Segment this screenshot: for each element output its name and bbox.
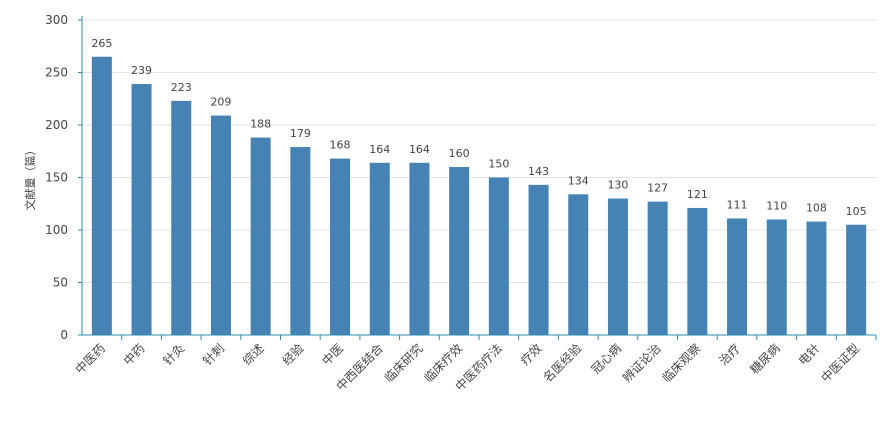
- data-label: 105: [846, 205, 867, 218]
- bar: [687, 207, 708, 335]
- x-tick-label: 综述: [240, 341, 267, 368]
- bar: [330, 158, 351, 335]
- data-labels: 265 239 223 209 188 179 168 164 164 160 150 143 134 1…: [91, 37, 866, 218]
- bar: [210, 115, 231, 335]
- y-tick-label: 300: [45, 13, 68, 27]
- x-tick-label: 中医药: [72, 341, 108, 377]
- x-tick-label: 中医证型: [818, 341, 863, 386]
- bar: [449, 167, 470, 335]
- bar: [409, 162, 430, 335]
- data-label: 239: [131, 64, 152, 77]
- data-label: 164: [409, 143, 430, 156]
- data-label: 121: [687, 188, 708, 201]
- x-tick-label: 治疗: [716, 341, 743, 368]
- bar: [766, 219, 787, 335]
- data-label: 134: [568, 174, 589, 187]
- bar: [846, 224, 867, 335]
- data-label: 223: [171, 81, 192, 94]
- bar: [647, 201, 668, 335]
- data-label: 143: [528, 165, 549, 178]
- x-tick-label: 辨证论治: [620, 341, 664, 385]
- y-axis-ticks: 0 50 100 150 200 250 300: [45, 13, 82, 342]
- data-label: 110: [766, 200, 787, 213]
- data-label: 265: [91, 37, 112, 50]
- x-tick-label: 冠心病: [588, 341, 624, 377]
- bar: [91, 56, 112, 335]
- bar: [528, 184, 549, 335]
- x-tick-label: 针灸: [160, 341, 188, 369]
- data-label: 111: [727, 198, 748, 211]
- data-label: 130: [607, 179, 628, 192]
- x-tick-label: 电针: [795, 341, 823, 369]
- x-tick-label: 糖尿病: [747, 341, 783, 377]
- data-label: 168: [330, 139, 351, 152]
- y-tick-label: 200: [45, 118, 68, 132]
- bars: [91, 56, 867, 335]
- data-label: 179: [290, 127, 311, 140]
- x-tick-label: 中医: [319, 341, 347, 369]
- x-axis-ticks: 中医药 中药 针灸 针刺 综述 经验 中医中西医结合临床研究临床疗效中医药疗法 疗效名医经验冠…: [72, 335, 877, 394]
- data-label: 160: [449, 147, 470, 160]
- bar: [488, 177, 509, 335]
- bar: [250, 137, 271, 335]
- y-tick-label: 0: [60, 328, 68, 342]
- bar: [290, 147, 311, 335]
- y-tick-label: 50: [53, 276, 68, 290]
- x-tick-label: 针刺: [199, 341, 227, 369]
- data-label: 127: [647, 182, 668, 195]
- y-tick-label: 150: [45, 171, 68, 185]
- y-tick-label: 250: [45, 66, 68, 80]
- bar: [171, 100, 192, 335]
- data-label: 108: [806, 202, 827, 215]
- bar: [727, 218, 748, 335]
- data-label: 188: [250, 118, 271, 131]
- y-axis-label: 文献量（篇）: [23, 145, 37, 211]
- data-label: 150: [488, 158, 509, 171]
- x-tick-label: 名医经验: [540, 341, 585, 386]
- x-tick-label: 经验: [279, 341, 307, 369]
- bar: [806, 221, 827, 335]
- y-tick-label: 100: [45, 223, 68, 237]
- x-tick-label: 临床观察: [660, 341, 704, 385]
- x-tick-label: 疗效: [517, 341, 545, 369]
- x-tick-label: 临床研究: [381, 341, 426, 386]
- gridlines: [82, 19, 876, 283]
- bar: [131, 84, 152, 335]
- data-label: 209: [210, 96, 231, 109]
- bar: [568, 194, 589, 335]
- bar: [369, 162, 390, 335]
- data-label: 164: [369, 143, 390, 156]
- bar: [607, 198, 628, 335]
- x-tick-label: 中药: [120, 341, 148, 369]
